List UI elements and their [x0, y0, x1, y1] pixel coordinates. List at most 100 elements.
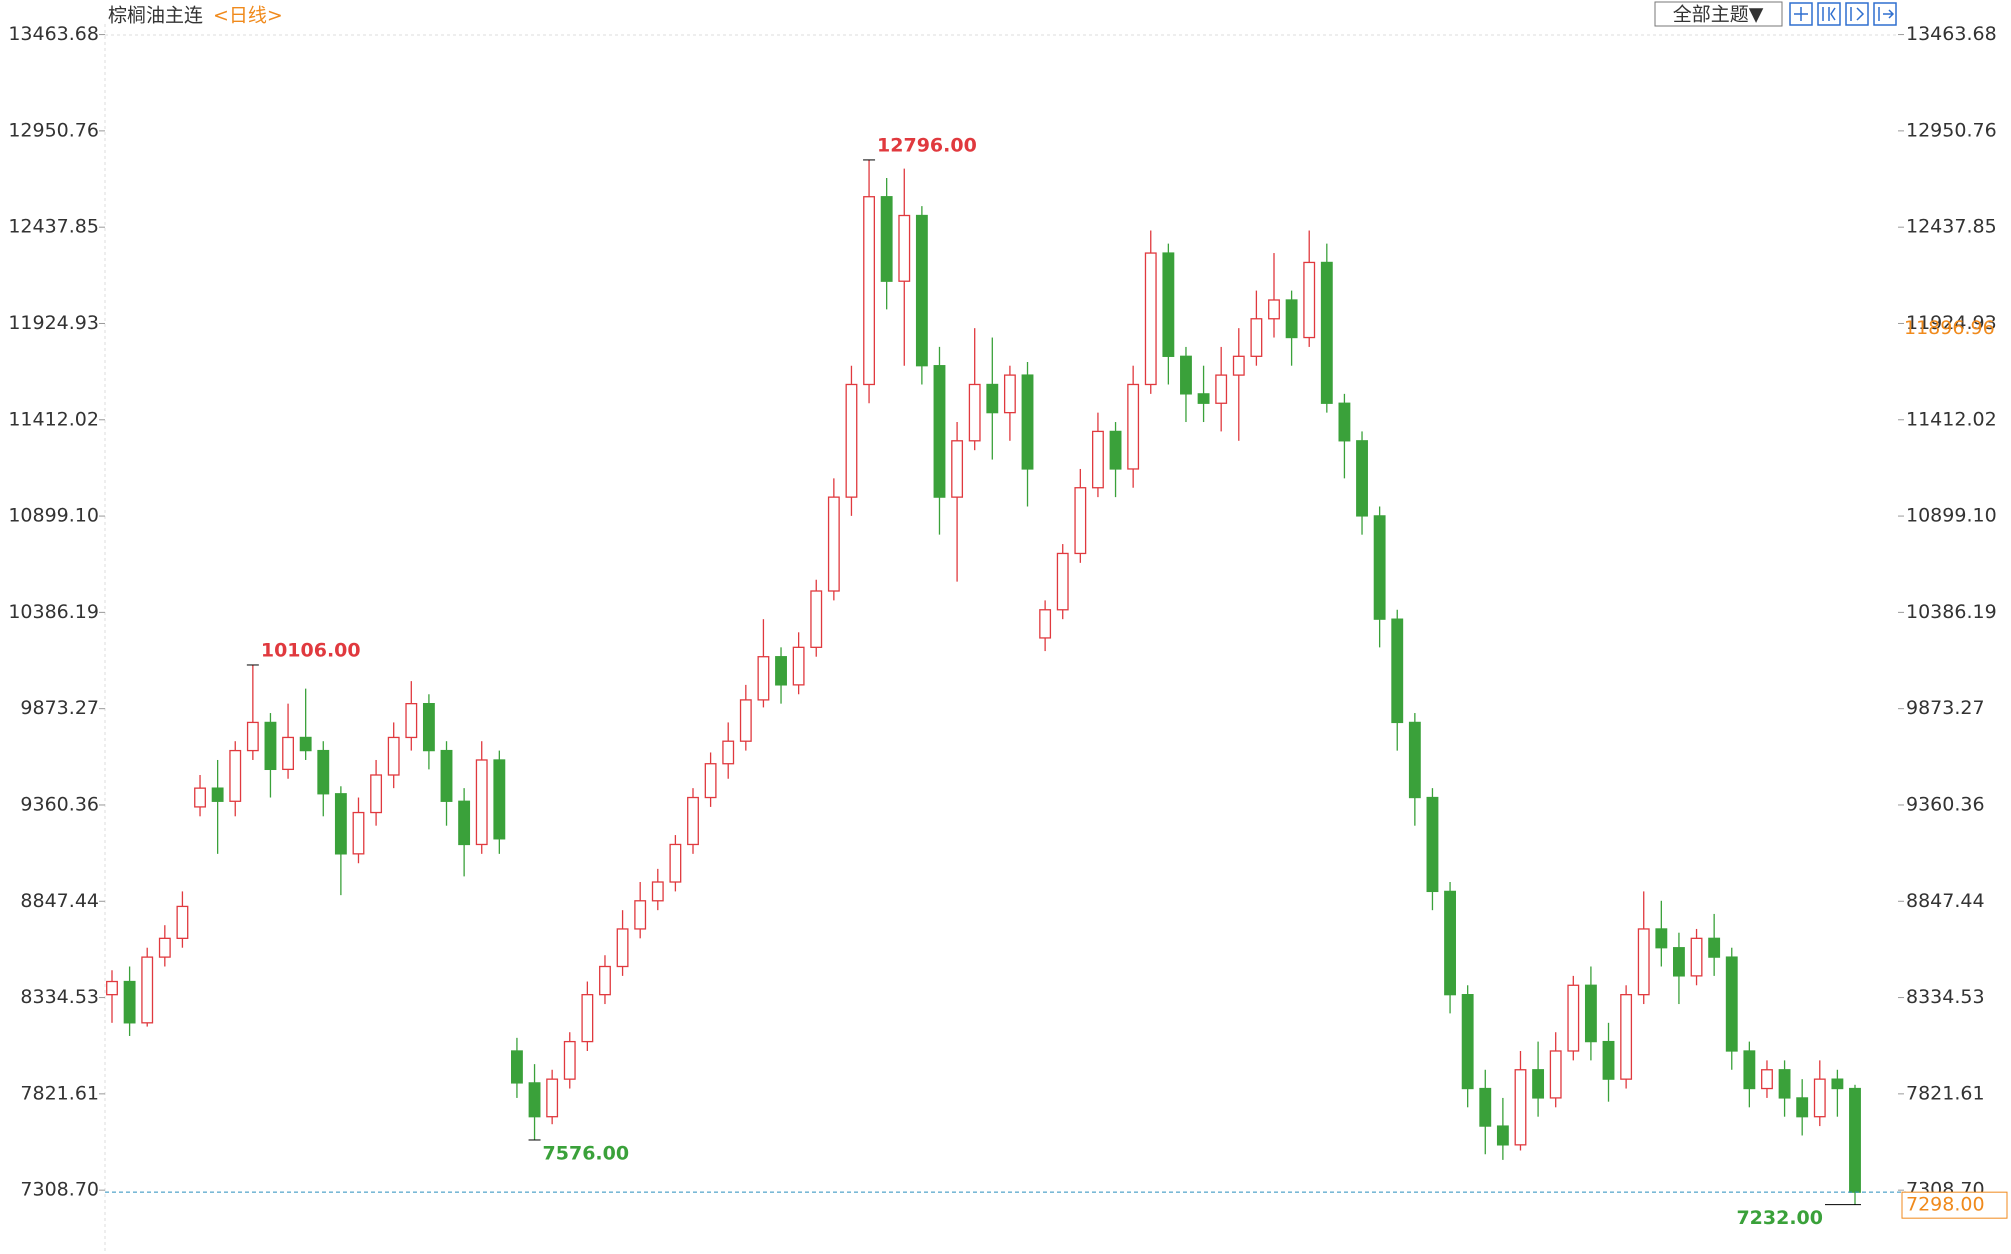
candle-body — [1637, 928, 1650, 996]
candle-body — [1849, 1087, 1861, 1193]
y2-tick-label: 12950.76 — [1906, 119, 1997, 141]
y2-tick-label: 12437.85 — [1906, 216, 1997, 238]
candle-body — [1303, 261, 1316, 339]
theme-button-label[interactable]: 全部主题▼ — [1673, 4, 1764, 26]
candle-body — [739, 699, 752, 742]
candle-body — [405, 703, 418, 739]
candle-body — [370, 774, 383, 814]
candle-body — [1056, 552, 1069, 611]
y2-tick-label: 10386.19 — [1906, 601, 1997, 623]
candle-body — [1250, 318, 1263, 357]
candle-body — [1373, 515, 1386, 620]
annotation-label: 7576.00 — [543, 1142, 630, 1164]
candle-body — [1127, 383, 1140, 470]
candle-body — [546, 1078, 559, 1118]
chart-title: 棕榈油主连 — [108, 5, 203, 27]
candle-body — [1567, 984, 1580, 1052]
candle-body — [651, 881, 664, 902]
candle-body — [968, 383, 981, 442]
theme-button[interactable] — [1654, 1, 1783, 27]
y-tick-label: 13463.68 — [8, 23, 99, 45]
candle-body — [1673, 947, 1685, 977]
candle-body — [458, 800, 471, 846]
candle-body — [1092, 430, 1104, 489]
candle-body — [1690, 937, 1703, 977]
candle-body — [1479, 1087, 1492, 1127]
candle-body — [1426, 796, 1439, 893]
candle-body — [1356, 440, 1368, 517]
y-tick-label: 12437.85 — [8, 216, 99, 238]
candle-body — [933, 365, 946, 498]
y2-tick-label: 8334.53 — [1906, 986, 1985, 1008]
candle-body — [1408, 721, 1421, 799]
candle-body — [1180, 355, 1192, 395]
candle-body — [1532, 1069, 1545, 1099]
candle-body — [1831, 1078, 1844, 1090]
y-tick-label: 8847.44 — [20, 890, 99, 912]
candle-body — [1778, 1069, 1791, 1099]
candle-body — [1391, 618, 1404, 724]
y-tick-label: 9873.27 — [20, 697, 99, 719]
candle-body — [511, 1050, 523, 1084]
candle-body — [1338, 402, 1351, 442]
y2-tick-label: 9873.27 — [1906, 697, 1985, 719]
candle-body — [1039, 609, 1052, 639]
candle-body — [317, 749, 330, 795]
candle-body — [123, 980, 136, 1024]
candle-body — [422, 703, 435, 752]
candle-body — [669, 843, 682, 883]
y-tick-label: 11924.93 — [8, 312, 99, 334]
candle-body — [194, 787, 206, 808]
candle-body — [915, 214, 928, 367]
candle-body — [616, 928, 629, 968]
y-tick-label: 8334.53 — [20, 986, 99, 1008]
candle-body — [299, 736, 312, 752]
candle-body — [1197, 393, 1210, 404]
annotation-label: 7232.00 — [1736, 1207, 1823, 1229]
y-tick-label: 10899.10 — [8, 505, 99, 527]
candle-body — [1584, 984, 1597, 1043]
candle-body — [1109, 430, 1122, 470]
candle-body — [1268, 299, 1280, 320]
y-tick-label: 12950.76 — [8, 119, 99, 141]
candle-body — [1761, 1069, 1773, 1090]
candle-body — [1549, 1050, 1562, 1099]
candle-body — [827, 496, 840, 592]
candle-body — [264, 721, 277, 771]
annotation-label: 12796.00 — [877, 134, 977, 156]
candle-body — [1074, 487, 1087, 555]
candle-body — [1725, 956, 1738, 1052]
candle-body — [1796, 1097, 1809, 1118]
candle-body — [387, 736, 400, 776]
candle-body — [1232, 355, 1245, 376]
annotation-label: 10106.00 — [261, 639, 361, 661]
candle-body — [229, 749, 242, 802]
candle-body — [246, 721, 259, 752]
candle-body — [211, 787, 224, 802]
candle-body — [563, 1040, 576, 1080]
candle-body — [528, 1082, 541, 1118]
toolbar-icons[interactable] — [1789, 2, 1897, 26]
candle-body — [1320, 261, 1333, 404]
candle-body — [282, 736, 294, 771]
candle-body — [1144, 252, 1157, 386]
candle-body — [106, 980, 118, 996]
candle-body — [1620, 994, 1633, 1080]
candle-body — [687, 796, 699, 846]
candle-body — [1162, 252, 1175, 357]
candle-body — [722, 740, 735, 765]
candle-body — [158, 937, 171, 958]
candle-body — [898, 214, 911, 282]
candle-body — [1743, 1050, 1756, 1090]
period-label[interactable]: <日线> — [213, 5, 283, 27]
candle-body — [810, 590, 823, 648]
candle-body — [792, 646, 805, 686]
candle-body — [863, 196, 875, 386]
candle-body — [845, 383, 858, 498]
candle-body — [352, 811, 365, 855]
y2-tick-label: 8847.44 — [1906, 890, 1985, 912]
y2-tick-label: 10899.10 — [1906, 505, 1997, 527]
candle-body — [1444, 890, 1456, 996]
candle-body — [1514, 1069, 1527, 1146]
